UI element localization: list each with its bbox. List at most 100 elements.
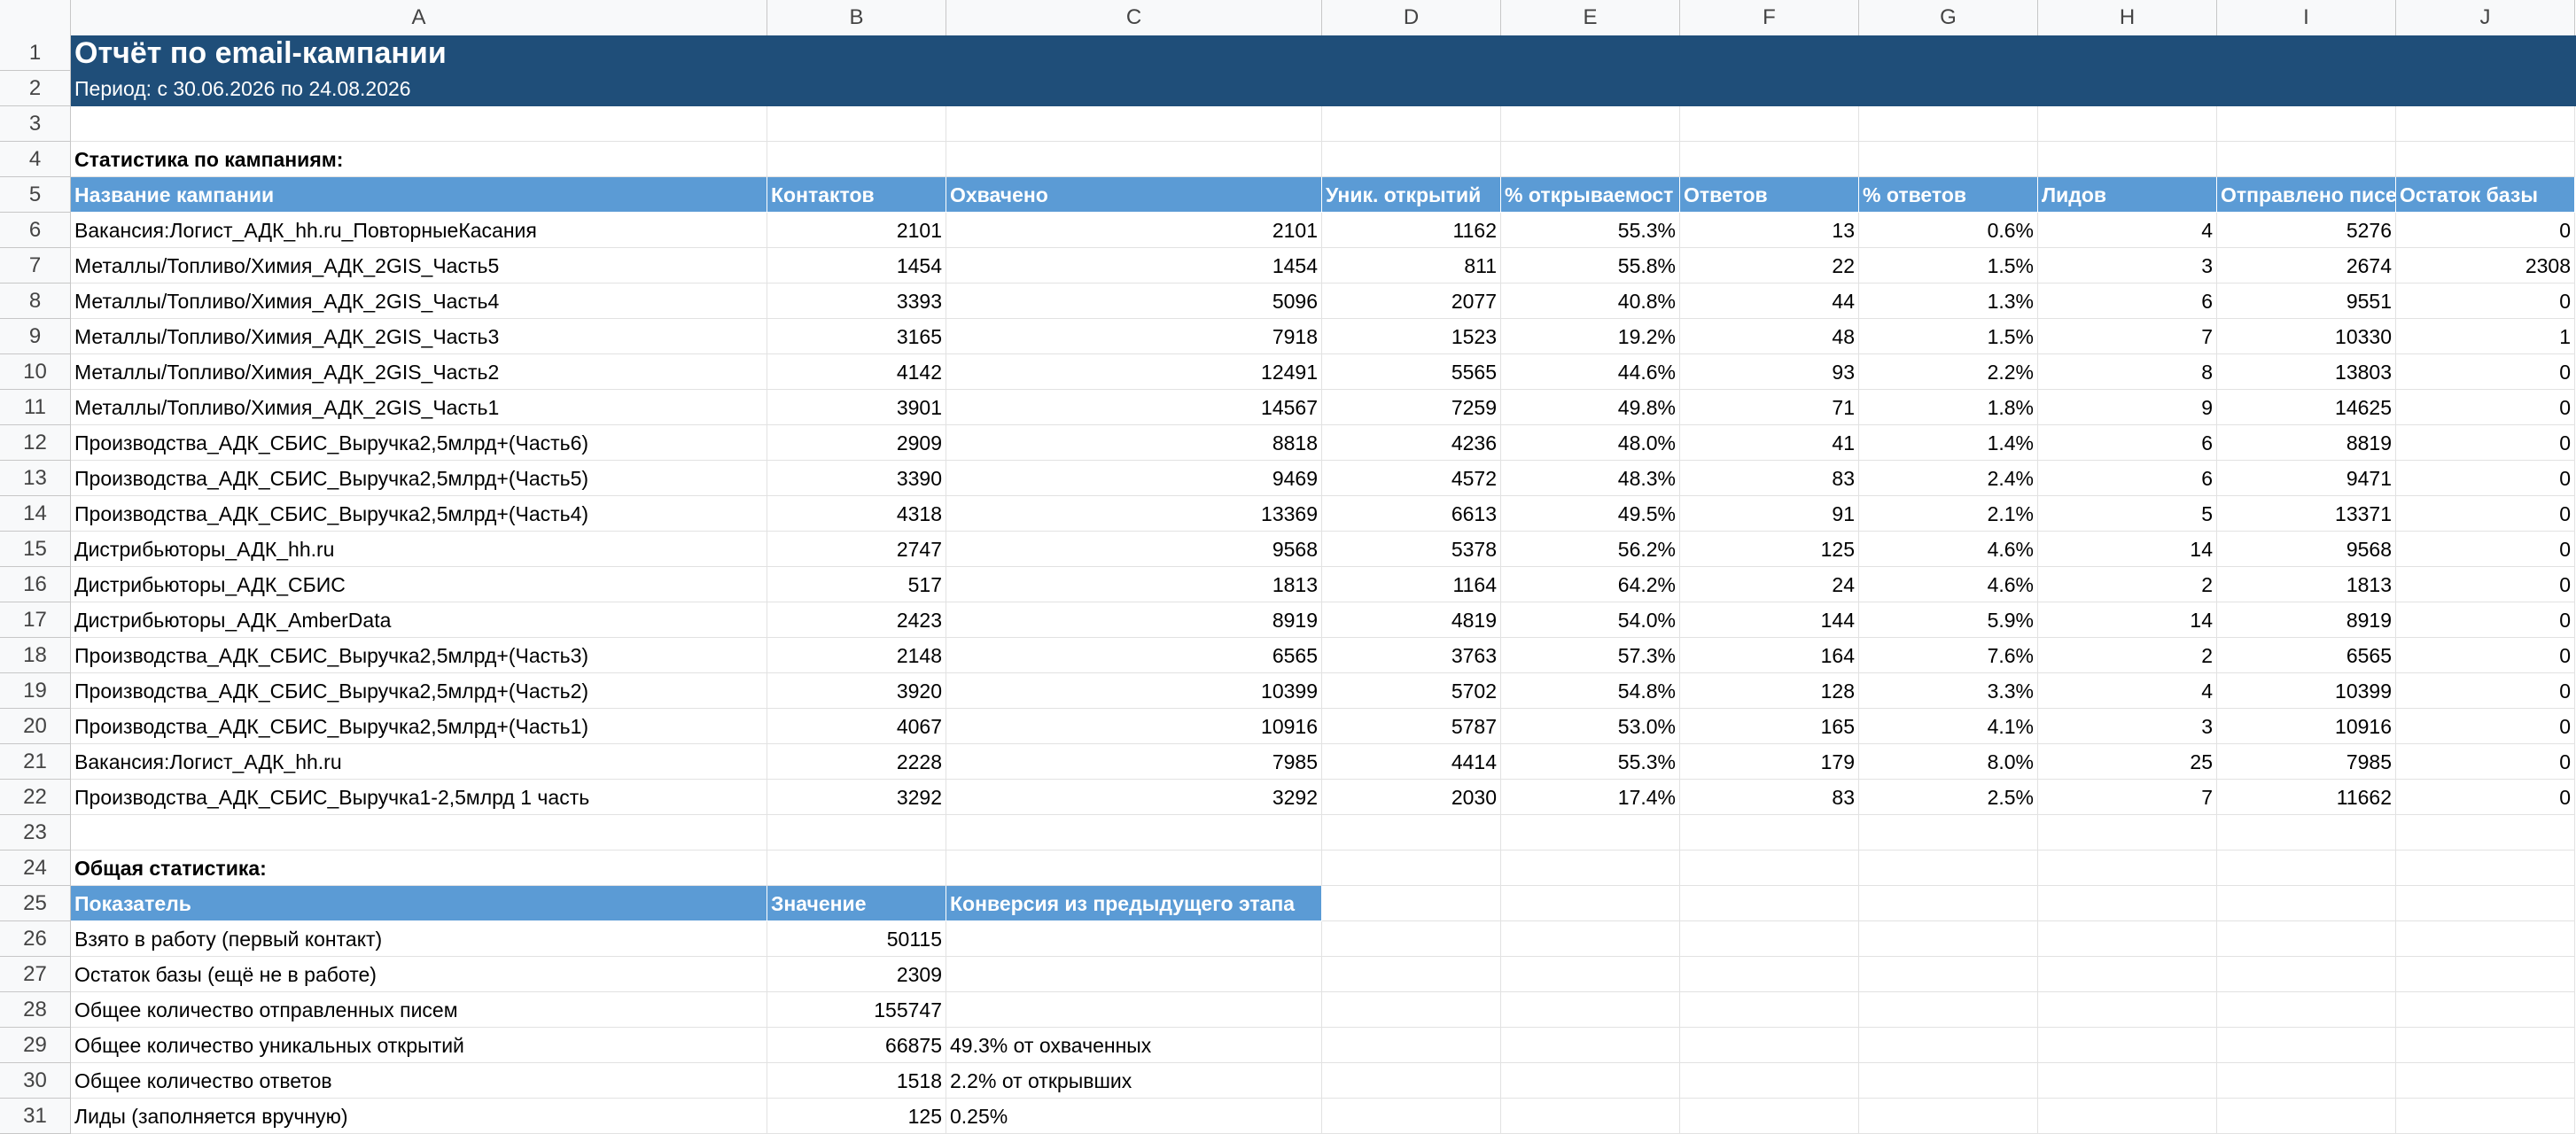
campaign-value-cell[interactable]: 1813: [2217, 567, 2396, 602]
empty-cell[interactable]: [2396, 957, 2575, 992]
empty-cell[interactable]: [1680, 106, 1859, 142]
campaign-value-cell[interactable]: 0: [2396, 744, 2575, 780]
empty-cell[interactable]: [2396, 106, 2575, 142]
campaign-value-cell[interactable]: 164: [1680, 638, 1859, 673]
campaign-value-cell[interactable]: 0: [2396, 532, 2575, 567]
campaign-value-cell[interactable]: 55.3%: [1501, 213, 1680, 248]
column-header-c[interactable]: C: [946, 0, 1322, 35]
campaign-value-cell[interactable]: 0: [2396, 780, 2575, 815]
campaign-value-cell[interactable]: 10399: [946, 673, 1322, 709]
empty-cell[interactable]: [2217, 1063, 2396, 1099]
campaign-value-cell[interactable]: 54.0%: [1501, 602, 1680, 638]
campaign-value-cell[interactable]: 8: [2038, 354, 2217, 390]
campaign-value-cell[interactable]: 13803: [2217, 354, 2396, 390]
empty-cell[interactable]: [1322, 921, 1501, 957]
empty-cell[interactable]: [2038, 957, 2217, 992]
campaign-name-cell[interactable]: Дистрибьюторы_АДК_СБИС: [71, 567, 767, 602]
campaign-value-cell[interactable]: 54.8%: [1501, 673, 1680, 709]
empty-cell[interactable]: [1322, 1028, 1501, 1063]
empty-cell[interactable]: [1501, 921, 1680, 957]
campaign-name-cell[interactable]: Производства_АДК_СБИС_Выручка2,5млрд+(Ча…: [71, 425, 767, 461]
row-number[interactable]: 17: [0, 602, 71, 638]
row-number[interactable]: 26: [0, 921, 71, 957]
campaign-value-cell[interactable]: 7918: [946, 319, 1322, 354]
empty-cell[interactable]: [1322, 106, 1501, 142]
campaign-value-cell[interactable]: 56.2%: [1501, 532, 1680, 567]
campaign-value-cell[interactable]: 14567: [946, 390, 1322, 425]
campaign-name-cell[interactable]: Производства_АДК_СБИС_Выручка2,5млрд+(Ча…: [71, 673, 767, 709]
row-number[interactable]: 5: [0, 177, 71, 213]
campaign-value-cell[interactable]: 2423: [767, 602, 946, 638]
campaign-value-cell[interactable]: 24: [1680, 567, 1859, 602]
campaign-value-cell[interactable]: 0: [2396, 213, 2575, 248]
summary-table-header[interactable]: Значение: [767, 886, 946, 921]
empty-cell[interactable]: [1859, 106, 2038, 142]
campaign-value-cell[interactable]: 2.2%: [1859, 354, 2038, 390]
empty-cell[interactable]: [1680, 850, 1859, 886]
row-number[interactable]: 22: [0, 780, 71, 815]
campaign-value-cell[interactable]: 5276: [2217, 213, 2396, 248]
campaign-name-cell[interactable]: Производства_АДК_СБИС_Выручка2,5млрд+(Ча…: [71, 461, 767, 496]
campaign-value-cell[interactable]: 4: [2038, 213, 2217, 248]
campaign-name-cell[interactable]: Металлы/Топливо/Химия_АДК_2GIS_Часть2: [71, 354, 767, 390]
campaign-value-cell[interactable]: 0: [2396, 709, 2575, 744]
empty-cell[interactable]: [1859, 850, 2038, 886]
campaign-value-cell[interactable]: 3292: [767, 780, 946, 815]
campaign-name-cell[interactable]: Металлы/Топливо/Химия_АДК_2GIS_Часть3: [71, 319, 767, 354]
empty-cell[interactable]: [2396, 921, 2575, 957]
campaign-value-cell[interactable]: 0: [2396, 673, 2575, 709]
campaign-name-cell[interactable]: Металлы/Топливо/Химия_АДК_2GIS_Часть4: [71, 284, 767, 319]
campaign-value-cell[interactable]: 4236: [1322, 425, 1501, 461]
row-number[interactable]: 6: [0, 213, 71, 248]
summary-table-header[interactable]: Показатель: [71, 886, 767, 921]
empty-cell[interactable]: [2217, 106, 2396, 142]
campaign-value-cell[interactable]: 7: [2038, 780, 2217, 815]
campaign-value-cell[interactable]: 3763: [1322, 638, 1501, 673]
metric-value-cell[interactable]: 2309: [767, 957, 946, 992]
empty-cell[interactable]: [1859, 1099, 2038, 1134]
campaign-value-cell[interactable]: 48.0%: [1501, 425, 1680, 461]
campaign-value-cell[interactable]: 6: [2038, 284, 2217, 319]
empty-cell[interactable]: [1859, 921, 2038, 957]
row-number[interactable]: 1: [0, 35, 71, 71]
campaign-value-cell[interactable]: 6613: [1322, 496, 1501, 532]
campaign-value-cell[interactable]: 1.5%: [1859, 319, 2038, 354]
metric-value-cell[interactable]: 155747: [767, 992, 946, 1028]
empty-cell[interactable]: [1322, 142, 1501, 177]
campaign-value-cell[interactable]: 8919: [946, 602, 1322, 638]
campaign-value-cell[interactable]: 125: [1680, 532, 1859, 567]
campaign-value-cell[interactable]: 2747: [767, 532, 946, 567]
empty-cell[interactable]: [2038, 815, 2217, 850]
empty-cell[interactable]: [1322, 1063, 1501, 1099]
campaign-table-header[interactable]: Название кампании: [71, 177, 767, 213]
column-header-h[interactable]: H: [2038, 0, 2217, 35]
metric-value-cell[interactable]: 66875: [767, 1028, 946, 1063]
campaign-value-cell[interactable]: 9568: [946, 532, 1322, 567]
campaign-value-cell[interactable]: 2228: [767, 744, 946, 780]
campaign-value-cell[interactable]: 4067: [767, 709, 946, 744]
empty-cell[interactable]: [1501, 1099, 1680, 1134]
empty-cell[interactable]: [1322, 815, 1501, 850]
empty-cell[interactable]: [71, 106, 767, 142]
campaign-value-cell[interactable]: 4.1%: [1859, 709, 2038, 744]
campaign-value-cell[interactable]: 2909: [767, 425, 946, 461]
row-number[interactable]: 9: [0, 319, 71, 354]
campaign-value-cell[interactable]: 3: [2038, 709, 2217, 744]
campaign-value-cell[interactable]: 1.3%: [1859, 284, 2038, 319]
campaign-value-cell[interactable]: 9471: [2217, 461, 2396, 496]
campaign-value-cell[interactable]: 128: [1680, 673, 1859, 709]
empty-cell[interactable]: [1680, 1063, 1859, 1099]
empty-cell[interactable]: [1680, 992, 1859, 1028]
empty-cell[interactable]: [1501, 886, 1680, 921]
empty-cell[interactable]: [1322, 886, 1501, 921]
campaign-value-cell[interactable]: 4819: [1322, 602, 1501, 638]
row-number[interactable]: 28: [0, 992, 71, 1028]
campaign-value-cell[interactable]: 91: [1680, 496, 1859, 532]
row-number[interactable]: 7: [0, 248, 71, 284]
empty-cell[interactable]: [1680, 957, 1859, 992]
campaign-table-header[interactable]: % открываемост: [1501, 177, 1680, 213]
campaign-table-header[interactable]: Отправлено писе: [2217, 177, 2396, 213]
campaign-value-cell[interactable]: 9568: [2217, 532, 2396, 567]
campaign-value-cell[interactable]: 49.5%: [1501, 496, 1680, 532]
campaign-value-cell[interactable]: 6565: [2217, 638, 2396, 673]
